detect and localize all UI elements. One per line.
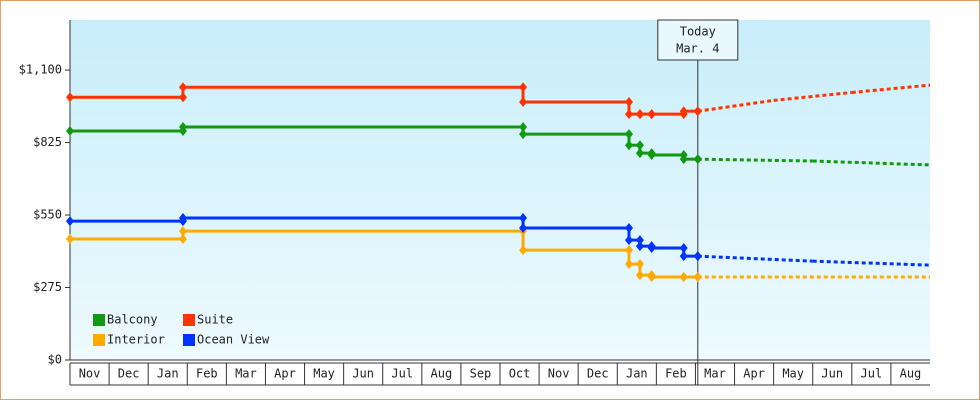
forecast-segment: [697, 157, 813, 163]
legend-label: Balcony: [107, 313, 158, 327]
point-marker: [647, 242, 656, 253]
x-tick-label: May: [313, 367, 335, 381]
point-marker: [679, 106, 688, 117]
y-tick-label: $1,100: [19, 63, 62, 77]
point-marker: [679, 154, 688, 165]
point-marker: [635, 109, 644, 120]
point-marker: [679, 242, 688, 253]
legend-label: Suite: [197, 313, 233, 327]
x-tick-label: Apr: [743, 367, 765, 381]
x-tick-label: Jul: [861, 367, 883, 381]
point-marker: [647, 109, 656, 120]
y-tick-label: $275: [33, 280, 62, 294]
legend-label: Interior: [107, 333, 165, 347]
point-marker: [635, 235, 644, 246]
forecast-segment: [697, 98, 774, 113]
point-marker: [679, 251, 688, 262]
point-marker: [635, 259, 644, 270]
x-tick-label: Oct: [509, 367, 531, 381]
legend-label: Ocean View: [197, 333, 270, 347]
point-marker: [66, 125, 74, 136]
x-tick-label: Jan: [626, 367, 648, 381]
forecast-segment: [773, 90, 852, 102]
point-marker: [625, 245, 633, 256]
legend-swatch: [183, 334, 195, 346]
y-tick-label: $550: [33, 208, 62, 222]
x-tick-label: May: [782, 367, 804, 381]
legend-swatch: [93, 314, 105, 326]
point-marker: [519, 245, 528, 256]
legend-swatch: [93, 334, 105, 346]
point-marker: [625, 235, 633, 246]
point-marker: [178, 212, 187, 223]
point-marker: [635, 241, 644, 252]
point-marker: [519, 96, 528, 107]
today-label: Today: [680, 25, 716, 39]
point-marker: [647, 149, 656, 160]
x-tick-label: Feb: [196, 367, 218, 381]
point-marker: [625, 222, 633, 233]
x-tick-label: Dec: [118, 367, 140, 381]
x-tick-label: Mar: [235, 367, 257, 381]
x-tick-label: Dec: [587, 367, 609, 381]
x-tick-label: Jan: [157, 367, 179, 381]
point-marker: [519, 82, 528, 93]
point-marker: [635, 270, 644, 281]
point-marker: [519, 129, 528, 140]
point-marker: [625, 259, 633, 270]
x-tick-label: Nov: [79, 367, 101, 381]
point-marker: [625, 129, 633, 140]
forecast-segment: [812, 159, 931, 167]
x-tick-label: Jun: [821, 367, 843, 381]
point-marker: [178, 122, 187, 133]
point-marker: [625, 140, 633, 151]
x-tick-label: Mar: [704, 367, 726, 381]
x-tick-label: Aug: [431, 367, 453, 381]
x-tick-label: Feb: [665, 367, 687, 381]
legend-swatch: [183, 314, 195, 326]
x-tick-label: Apr: [274, 367, 296, 381]
x-tick-label: Jul: [391, 367, 413, 381]
point-marker: [647, 271, 656, 282]
point-marker: [635, 140, 644, 151]
point-marker: [178, 226, 187, 237]
point-marker: [178, 82, 187, 93]
x-tick-label: Sep: [470, 367, 492, 381]
x-tick-label: Jun: [352, 367, 374, 381]
point-marker: [679, 271, 688, 282]
today-box: [657, 19, 739, 61]
point-marker: [625, 96, 633, 107]
forecast-segment: [697, 254, 813, 263]
point-marker: [66, 92, 74, 103]
point-marker: [519, 212, 528, 223]
x-tick-label: Nov: [548, 367, 570, 381]
today-label: Mar. 4: [676, 42, 719, 56]
x-tick-label: Aug: [900, 367, 922, 381]
point-marker: [625, 109, 633, 120]
point-marker: [66, 234, 74, 245]
point-marker: [66, 216, 74, 227]
point-marker: [519, 122, 528, 133]
point-marker: [178, 234, 187, 245]
y-tick-label: $0: [48, 353, 62, 367]
point-marker: [178, 92, 187, 103]
point-marker: [519, 222, 528, 233]
point-marker: [635, 148, 644, 159]
plot-area: [70, 20, 930, 360]
y-tick-label: $825: [33, 135, 62, 149]
forecast-segment: [851, 83, 931, 94]
forecast-segment: [812, 259, 931, 267]
